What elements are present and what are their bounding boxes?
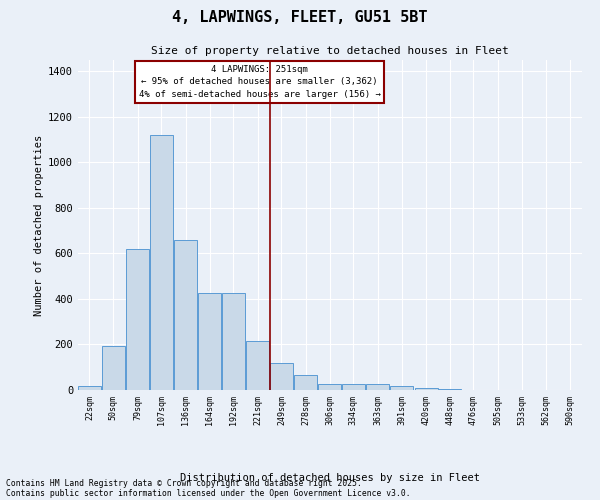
- Bar: [150, 135, 173, 390]
- Bar: [367, 384, 389, 390]
- Bar: [318, 384, 341, 390]
- Bar: [415, 388, 437, 390]
- X-axis label: Distribution of detached houses by size in Fleet: Distribution of detached houses by size …: [180, 474, 480, 484]
- Bar: [198, 294, 221, 390]
- Bar: [438, 389, 461, 390]
- Bar: [78, 386, 101, 390]
- Bar: [270, 362, 293, 390]
- Bar: [342, 384, 365, 390]
- Bar: [222, 294, 245, 390]
- Text: 4 LAPWINGS: 251sqm
← 95% of detached houses are smaller (3,362)
4% of semi-detac: 4 LAPWINGS: 251sqm ← 95% of detached hou…: [139, 65, 380, 99]
- Bar: [175, 240, 197, 390]
- Bar: [101, 346, 125, 390]
- Y-axis label: Number of detached properties: Number of detached properties: [34, 134, 44, 316]
- Text: Contains public sector information licensed under the Open Government Licence v3: Contains public sector information licen…: [6, 488, 410, 498]
- Text: 4, LAPWINGS, FLEET, GU51 5BT: 4, LAPWINGS, FLEET, GU51 5BT: [172, 10, 428, 25]
- Bar: [126, 249, 149, 390]
- Bar: [295, 375, 317, 390]
- Title: Size of property relative to detached houses in Fleet: Size of property relative to detached ho…: [151, 46, 509, 56]
- Bar: [390, 386, 413, 390]
- Bar: [246, 341, 269, 390]
- Text: Contains HM Land Registry data © Crown copyright and database right 2025.: Contains HM Land Registry data © Crown c…: [6, 478, 362, 488]
